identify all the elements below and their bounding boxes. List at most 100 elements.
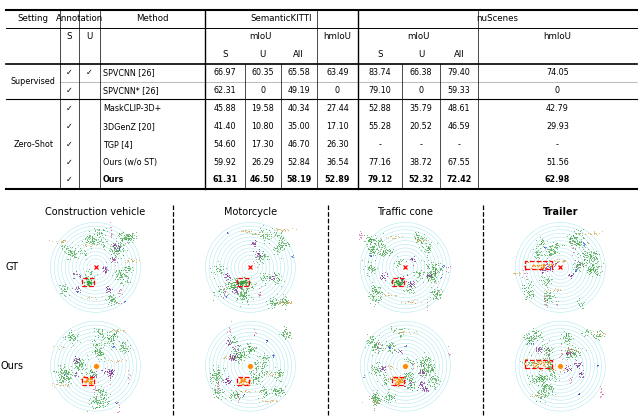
Point [52, 342, 62, 349]
Point [406, 280, 417, 287]
Point [253, 372, 264, 379]
Point [228, 389, 238, 396]
Point [236, 285, 246, 291]
Point [252, 263, 262, 270]
Point [257, 277, 267, 284]
Point [236, 280, 246, 287]
Point [588, 253, 598, 260]
Point [362, 242, 372, 249]
Point [381, 380, 391, 387]
Point [392, 262, 403, 269]
Point [524, 378, 534, 384]
Point [526, 341, 536, 347]
Point [100, 284, 111, 290]
Point [102, 370, 113, 377]
Point [566, 273, 576, 280]
Point [399, 343, 410, 350]
Point [372, 249, 382, 256]
Point [543, 381, 554, 388]
Point [429, 383, 440, 390]
Point [416, 246, 426, 253]
Point [55, 382, 65, 388]
Point [380, 344, 390, 351]
Point [67, 333, 77, 340]
Point [365, 300, 376, 307]
Point [394, 233, 404, 240]
Point [59, 283, 69, 290]
Point [97, 333, 107, 340]
Point [66, 332, 76, 339]
Point [257, 377, 267, 384]
Point [257, 227, 268, 234]
Point [405, 374, 415, 381]
Point [540, 297, 550, 303]
Point [574, 241, 584, 247]
Point [59, 244, 69, 251]
Point [212, 390, 222, 396]
Point [239, 353, 249, 360]
Point [122, 343, 132, 349]
Point [545, 355, 555, 362]
Point [551, 239, 561, 246]
Point [376, 368, 387, 375]
Point [422, 299, 433, 306]
Point [418, 371, 428, 378]
Point [544, 297, 554, 304]
Point [82, 375, 92, 381]
Point [90, 343, 100, 350]
Point [248, 258, 259, 265]
Point [419, 367, 429, 373]
Point [66, 249, 76, 256]
Point [61, 372, 71, 379]
Point [239, 296, 250, 303]
Point [369, 401, 380, 408]
Point [550, 248, 560, 255]
Point [393, 280, 403, 287]
Bar [82, 278, 94, 286]
Point [231, 278, 241, 285]
Point [373, 236, 383, 243]
Point [280, 226, 290, 233]
Point [544, 359, 554, 366]
Point [250, 348, 260, 354]
Point [575, 261, 586, 268]
Point [429, 276, 440, 282]
Point [51, 237, 61, 244]
Point [234, 396, 244, 403]
Text: 26.30: 26.30 [326, 140, 349, 149]
Point [100, 268, 110, 275]
Point [239, 277, 249, 284]
Bar [82, 377, 94, 385]
Point [422, 272, 433, 279]
Point [364, 264, 374, 271]
Point [262, 253, 272, 259]
Point [403, 363, 413, 370]
Point [400, 372, 410, 379]
Point [278, 369, 288, 375]
Point [571, 263, 581, 270]
Point [422, 272, 433, 279]
Point [235, 290, 245, 297]
Point [251, 253, 261, 260]
Point [376, 363, 386, 370]
Point [532, 241, 542, 247]
Point [563, 345, 573, 352]
Point [539, 341, 549, 348]
Point [426, 283, 436, 290]
Point [278, 328, 289, 335]
Point [226, 386, 236, 393]
Point [399, 328, 409, 334]
Point [58, 382, 68, 389]
Point [388, 374, 399, 380]
Point [388, 374, 398, 380]
Point [261, 398, 271, 404]
Point [107, 246, 117, 253]
Point [371, 246, 381, 252]
Point [406, 384, 416, 391]
Point [236, 354, 246, 360]
Point [109, 244, 120, 251]
Point [578, 262, 588, 269]
Point [587, 266, 597, 273]
Point [267, 300, 277, 306]
Point [258, 272, 268, 279]
